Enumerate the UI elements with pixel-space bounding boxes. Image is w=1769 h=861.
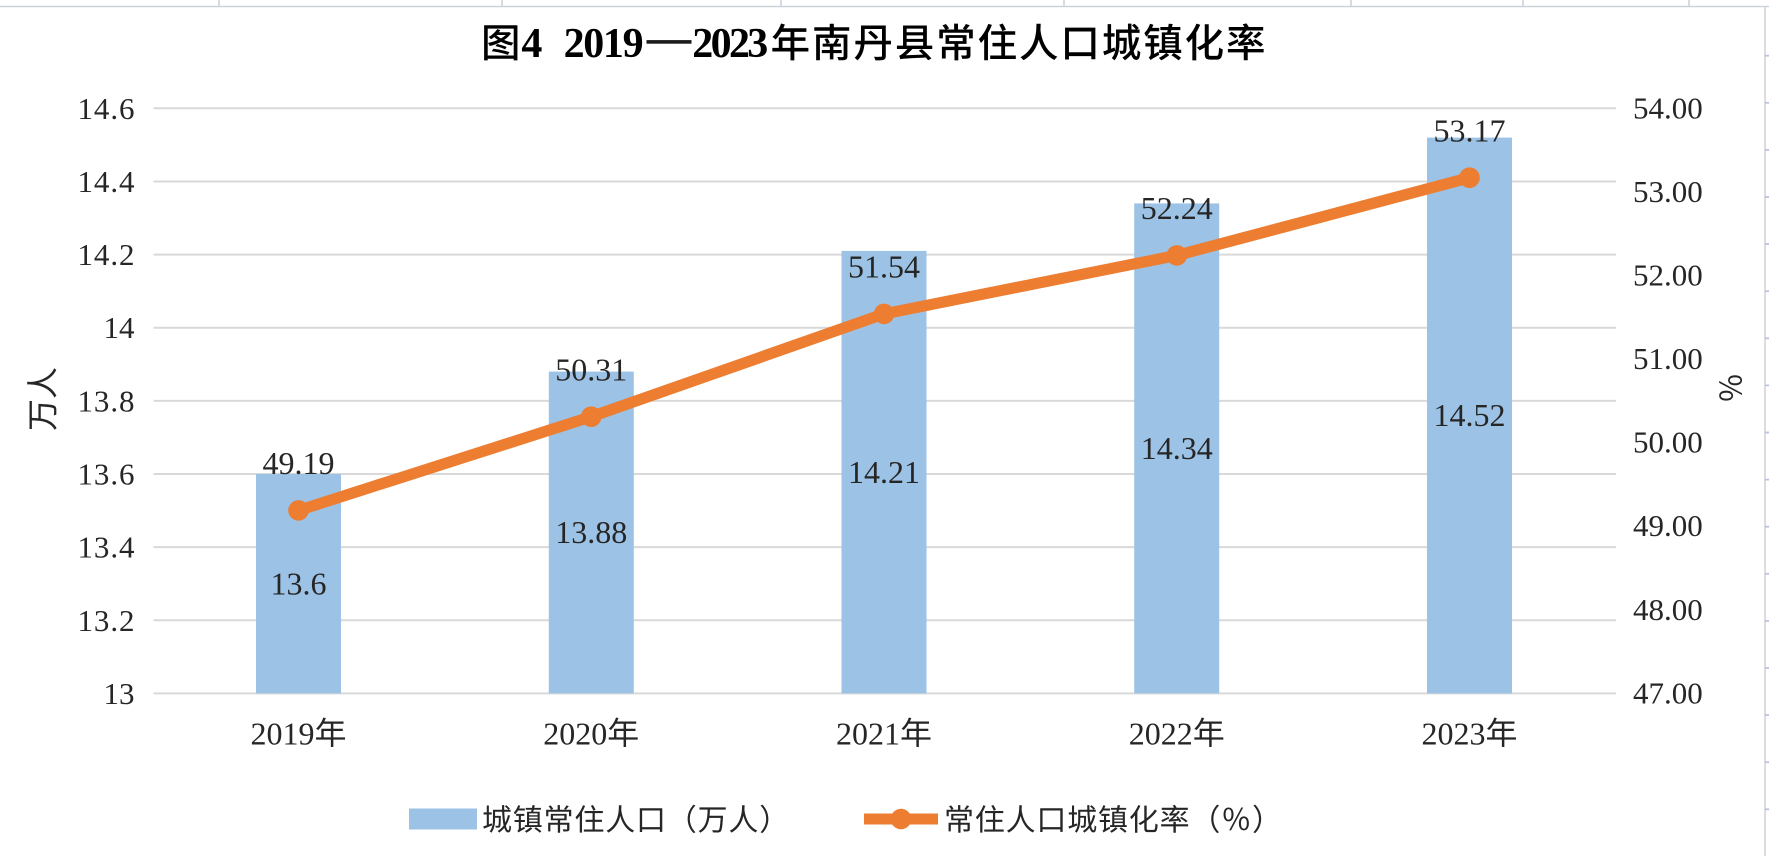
svg-text:49.19: 49.19: [263, 445, 335, 481]
svg-text:51.00: 51.00: [1633, 341, 1703, 376]
svg-text:14.4: 14.4: [78, 164, 136, 199]
svg-text:13: 13: [104, 676, 135, 711]
svg-text:13.2: 13.2: [78, 603, 135, 638]
svg-text:52.00: 52.00: [1633, 258, 1703, 293]
svg-text:14.52: 14.52: [1434, 397, 1506, 433]
svg-text:2019: 2019: [564, 21, 644, 67]
svg-text:14.6: 14.6: [78, 91, 135, 126]
svg-text:52.24: 52.24: [1141, 190, 1213, 226]
svg-text:53.00: 53.00: [1633, 174, 1703, 209]
svg-text:50.00: 50.00: [1633, 425, 1703, 460]
svg-text:13.6: 13.6: [271, 565, 327, 601]
svg-text:54.00: 54.00: [1633, 90, 1703, 125]
svg-text:14: 14: [104, 310, 136, 345]
svg-text:13.6: 13.6: [78, 457, 135, 492]
svg-text:2021: 2021: [836, 716, 900, 752]
svg-text:14.34: 14.34: [1141, 430, 1213, 466]
svg-text:4: 4: [521, 21, 542, 67]
svg-text:51.54: 51.54: [848, 249, 920, 285]
svg-text:14.2: 14.2: [78, 237, 135, 272]
svg-text:2022: 2022: [1129, 716, 1193, 752]
svg-text:48.00: 48.00: [1633, 592, 1703, 627]
svg-text:2023: 2023: [692, 21, 768, 67]
svg-text:47.00: 47.00: [1633, 675, 1703, 710]
svg-text:53.17: 53.17: [1434, 112, 1506, 148]
svg-text:2023: 2023: [1422, 716, 1486, 752]
svg-text:13.88: 13.88: [555, 514, 627, 550]
svg-text:2020: 2020: [543, 716, 607, 752]
svg-text:50.31: 50.31: [555, 351, 627, 387]
svg-text:2019: 2019: [251, 716, 315, 752]
svg-text:13.4: 13.4: [78, 530, 136, 565]
svg-text:13.8: 13.8: [78, 383, 135, 418]
svg-text:49.00: 49.00: [1633, 508, 1703, 543]
svg-text:14.21: 14.21: [848, 454, 920, 490]
